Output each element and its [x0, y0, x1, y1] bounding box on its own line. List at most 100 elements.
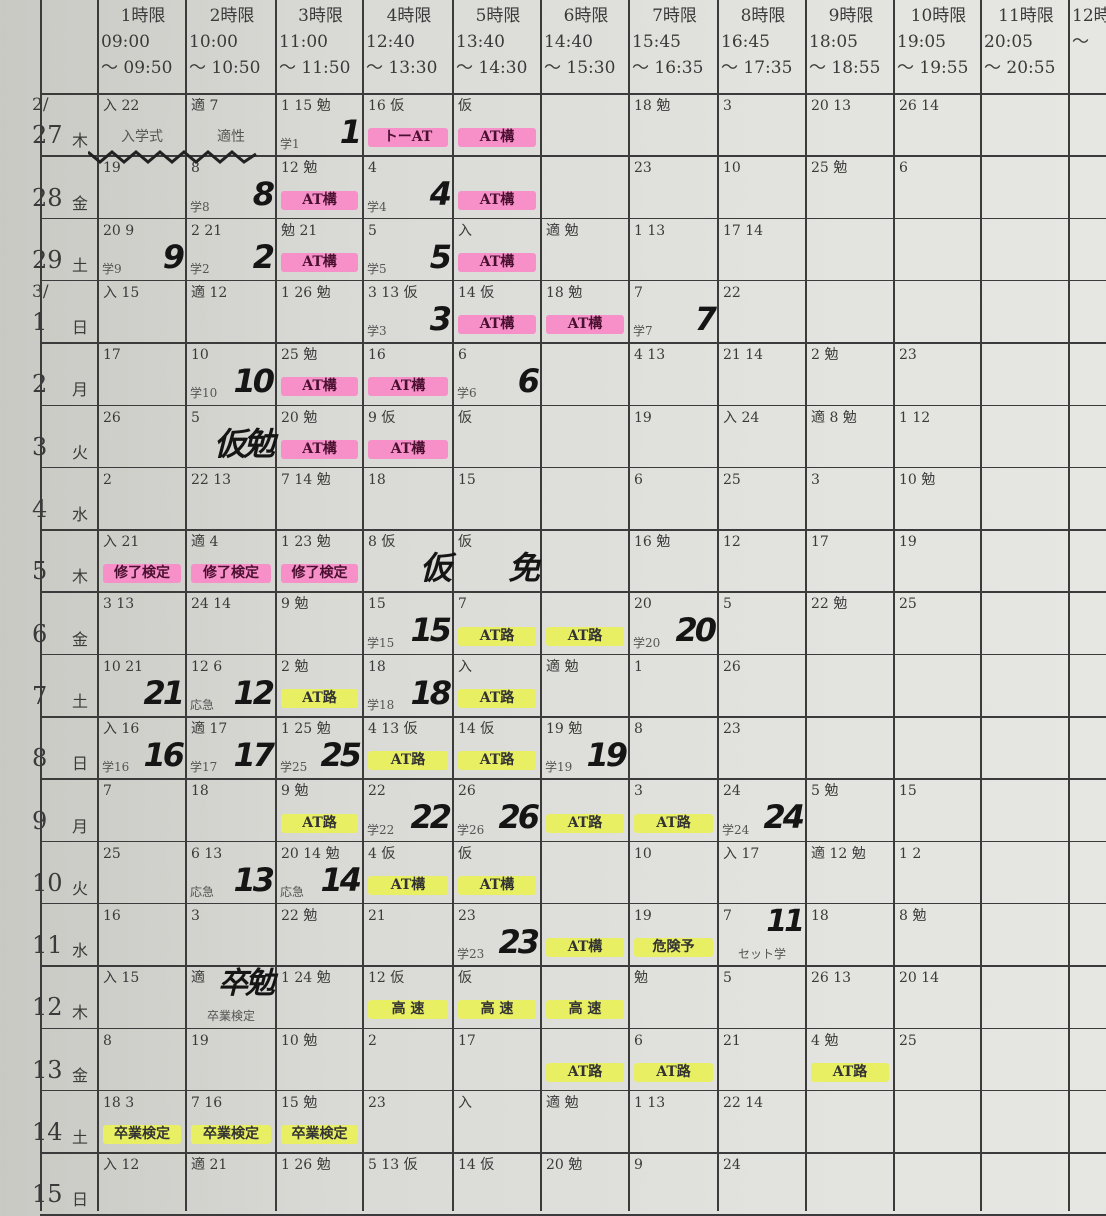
slot-label: 高 速	[458, 1000, 536, 1020]
slot-cell: 1 13	[628, 218, 717, 280]
slot-cell: 入 22 入学式	[97, 93, 185, 155]
slot-code: 20 14	[899, 970, 940, 987]
date-day: 4	[32, 495, 48, 524]
handwritten-number: 5	[429, 237, 452, 276]
slot-code: 5	[191, 409, 200, 426]
period-end: 〜 13:30	[366, 58, 438, 78]
date-day: 9	[32, 806, 48, 835]
slot-label: 学25	[280, 760, 308, 775]
slot-cell: 14 仮 AT構	[452, 280, 540, 342]
slot-cell: 6 学6 6	[452, 342, 540, 404]
slot-code: 10 勉	[281, 1032, 318, 1049]
period-header: 1時限 09:00 〜 09:50	[97, 0, 185, 93]
slot-code: 25 勉	[811, 160, 848, 177]
slot-cell: 4 勉 AT路	[805, 1028, 893, 1090]
period-end: 〜 15:30	[544, 58, 616, 78]
slot-code: 18 勉	[546, 284, 583, 301]
period-start: 14:40	[544, 32, 593, 52]
date-day: 5	[32, 557, 48, 586]
slot-cell: 25	[717, 467, 805, 529]
slot-cell: 適 21	[185, 1152, 275, 1214]
period-header: 2時限 10:00 〜 10:50	[185, 0, 275, 93]
date-weekday: 金	[72, 193, 89, 213]
slot-label: セット学	[737, 947, 786, 962]
period-label: 9時限	[828, 6, 874, 26]
slot-cell: 22 勉	[805, 591, 893, 653]
date-weekday: 木	[72, 567, 89, 587]
slot-label: AT路	[546, 1062, 624, 1082]
date-day: 6	[32, 619, 48, 648]
slot-code: 22	[368, 783, 386, 800]
slot-code: 16 勉	[634, 534, 671, 551]
slot-cell: 適卒業検定 卒勉	[185, 965, 275, 1027]
slot-code: 18 3	[103, 1094, 135, 1111]
handwritten-number: 23	[498, 922, 539, 961]
slot-cell: 25 勉	[805, 155, 893, 217]
period-end: 〜 14:30	[456, 58, 528, 78]
date-weekday: 月	[72, 816, 89, 836]
handwritten-number: 14	[320, 860, 361, 899]
slot-code: 18 勉	[634, 98, 671, 114]
handwritten-number: 15	[410, 611, 451, 650]
handwritten-number: 26	[498, 798, 539, 837]
slot-cell: 2	[362, 1028, 452, 1090]
slot-code: 14 仮	[458, 1157, 495, 1174]
slot-cell: 入 AT構	[452, 218, 540, 280]
slot-code: 21 14	[723, 347, 764, 364]
slot-code: 仮	[458, 845, 472, 862]
period-start: 18:05	[809, 32, 858, 52]
slot-code: 20 14 勉	[281, 845, 340, 862]
slot-label: AT路	[811, 1062, 889, 1082]
slot-cell: 7 AT路	[452, 591, 540, 653]
slot-cell: 18 3 卒業検定	[97, 1090, 185, 1152]
slot-code: 14 仮	[458, 284, 495, 301]
slot-label: AT路	[458, 751, 536, 771]
slot-cell: 8 学8 8	[185, 155, 275, 217]
slot-code: 8 勉	[899, 907, 927, 924]
grid-vline	[97, 0, 99, 1211]
handwritten-number: 22	[410, 798, 451, 837]
slot-cell: 入 15	[97, 280, 185, 342]
slot-code: 4 13 仮	[368, 721, 418, 737]
slot-cell: 19	[185, 1028, 275, 1090]
slot-code: 12	[723, 534, 741, 551]
slot-cell	[893, 1152, 980, 1214]
handwritten-number: 10	[233, 362, 274, 401]
slot-code: 18	[368, 658, 386, 675]
grid-hline	[40, 1027, 1106, 1029]
slot-cell: 1 15 勉学1 1	[275, 93, 362, 155]
period-label: 6時限	[563, 6, 609, 26]
slot-code: 6 13	[191, 845, 223, 862]
period-label: 5時限	[475, 6, 521, 26]
slot-cell: 10 21 21	[97, 654, 185, 716]
slot-code: 18	[191, 783, 209, 800]
slot-code: 5 勉	[811, 783, 839, 800]
slot-label: 学8	[190, 199, 210, 214]
slot-code: 1 24 勉	[281, 970, 331, 987]
slot-cell: 12 6 応急 12	[185, 654, 275, 716]
slot-code: 6	[634, 1032, 643, 1049]
slot-cell: 12 仮高 速	[362, 965, 452, 1027]
slot-cell: 入	[452, 1090, 540, 1152]
handwritten-number: 17	[233, 736, 274, 774]
slot-cell: 適 勉	[540, 654, 628, 716]
slot-cell: 21	[717, 1028, 805, 1090]
slot-label: 学15	[367, 635, 395, 650]
slot-label: 応急	[190, 884, 215, 899]
date-day: 14	[32, 1118, 63, 1147]
date-month: 2/	[32, 95, 49, 115]
date-weekday: 日	[72, 1190, 89, 1210]
handwritten-number: 3	[429, 299, 452, 338]
slot-label: 学1	[280, 137, 300, 152]
slot-cell: 3 13 仮学3 3	[362, 280, 452, 342]
slot-label: AT構	[281, 190, 358, 210]
slot-cell: 適 12 勉	[805, 841, 893, 903]
period-header: 6時限 14:40 〜 15:30	[540, 0, 628, 93]
handwritten-number: 卒勉	[218, 966, 275, 1002]
slot-cell: 16 AT構	[362, 342, 452, 404]
slot-cell: AT構	[540, 903, 628, 965]
slot-code: 8	[634, 721, 643, 737]
slot-code: 25	[723, 471, 741, 488]
